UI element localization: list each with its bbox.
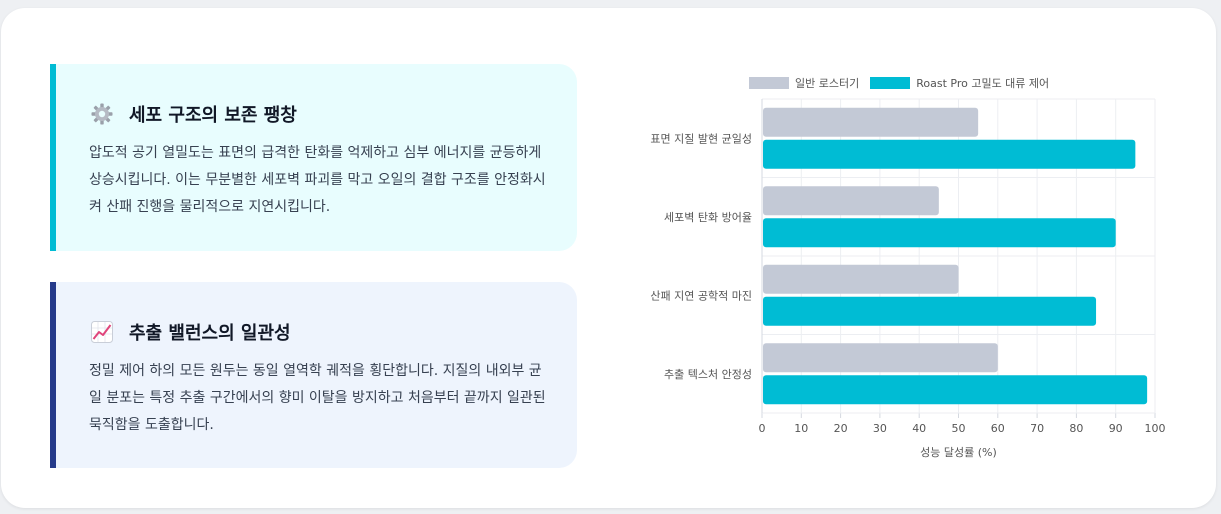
legend-item: 일반 로스터기 [749,75,859,91]
x-axis-title: 성능 달성률 (%) [920,446,997,459]
feature-title: 세포 구조의 보존 팽창 [129,105,297,126]
legend-item: Roast Pro 고밀도 대류 제어 [870,75,1049,91]
y-tick-label: 표면 지질 발현 균일성 [650,131,752,145]
y-tick-label: 추출 텍스처 안정성 [664,368,752,381]
legend-swatch [749,77,789,89]
bar-standard-roaster [763,107,979,137]
y-tick-label: 산패 지연 공학적 마진 [650,289,752,302]
y-tick-label: 세포벽 탄화 방어율 [664,211,752,224]
content-card: 세포 구조의 보존 팽창 압도적 공기 열밀도는 표면의 급격한 탄화를 억제하… [1,8,1216,508]
x-tick-label: 80 [1069,422,1083,435]
bar-standard-roaster [763,343,998,373]
feature-description: 압도적 공기 열밀도는 표면의 급격한 탄화를 억제하고 심부 에너지를 균등하… [89,145,546,215]
bar-roast-pro [763,296,1097,326]
legend-label: Roast Pro 고밀도 대류 제어 [916,77,1050,90]
bar-roast-pro [763,218,1116,248]
x-tick-label: 50 [952,422,966,435]
x-tick-label: 10 [794,422,808,435]
chart-legend: 일반 로스터기 Roast Pro 고밀도 대류 제어 [749,74,1060,92]
bar-standard-roaster [763,186,939,216]
chart-increasing-icon [89,319,115,345]
x-tick-label: 70 [1030,422,1044,435]
x-tick-label: 40 [912,422,926,435]
feature-header: 세포 구조의 보존 팽창 [89,92,547,136]
legend-label: 일반 로스터기 [795,77,860,90]
x-tick-label: 30 [873,422,887,435]
feature-title: 추출 밸런스의 일관성 [129,323,291,344]
feature-description: 정밀 제어 하의 모든 원두는 동일 열역학 궤적을 횡단합니다. 지질의 내외… [89,363,546,433]
feature-card-cell-structure: 세포 구조의 보존 팽창 압도적 공기 열밀도는 표면의 급격한 탄화를 억제하… [50,64,577,251]
feature-header: 추출 밸런스의 일관성 [89,310,547,354]
x-tick-label: 20 [834,422,848,435]
bar-roast-pro [763,375,1148,405]
x-tick-label: 100 [1145,422,1166,435]
x-tick-label: 0 [759,422,766,435]
bar-roast-pro [763,139,1136,169]
gear-icon [89,101,115,127]
legend-swatch [870,77,911,89]
x-tick-label: 90 [1109,422,1123,435]
feature-card-extraction-balance: 추출 밸런스의 일관성 정밀 제어 하의 모든 원두는 동일 열역학 궤적을 횡… [50,282,577,468]
bar-standard-roaster [763,264,959,294]
x-tick-label: 60 [991,422,1005,435]
